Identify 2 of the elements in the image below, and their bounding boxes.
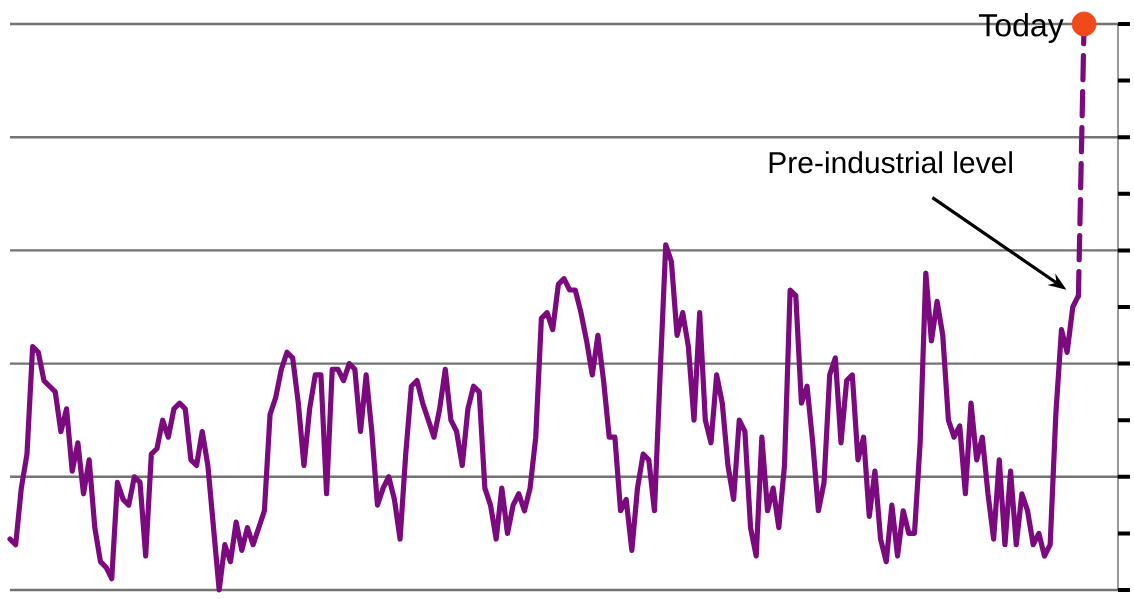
annotation: Today <box>979 13 1064 43</box>
annotation: Pre-industrial level <box>769 151 1012 174</box>
